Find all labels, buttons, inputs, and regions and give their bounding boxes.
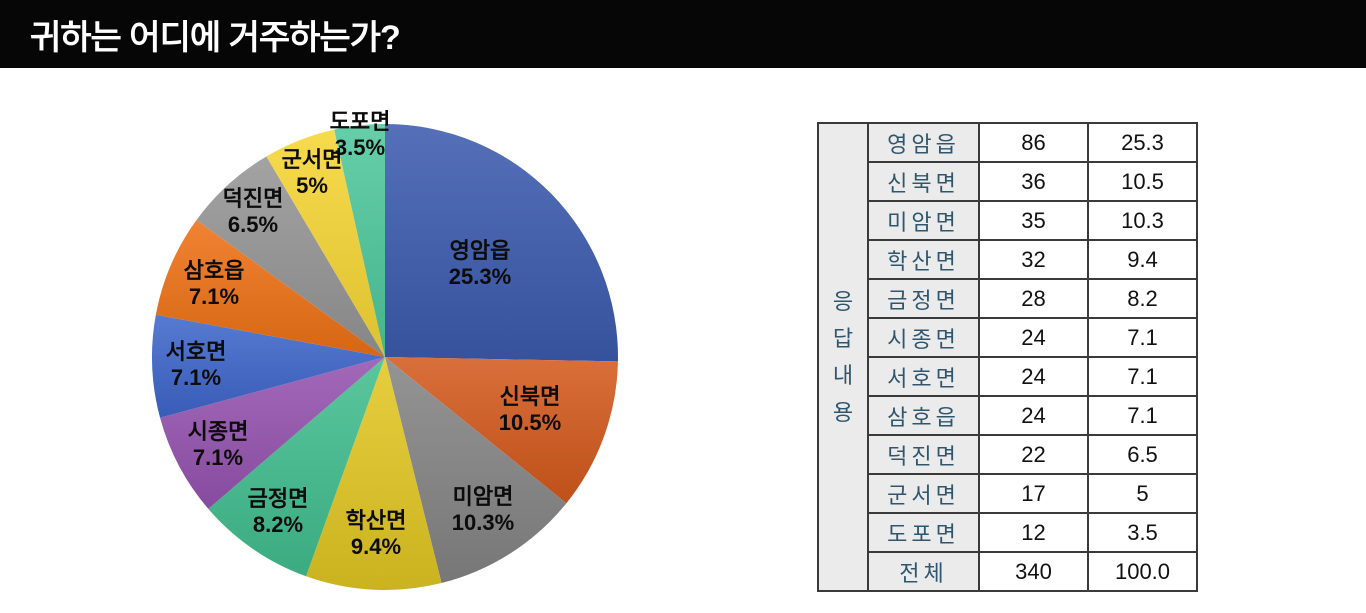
count-cell: 17: [978, 473, 1089, 514]
region-cell: 금정면: [867, 278, 980, 319]
region-cell: 삼호읍: [867, 395, 980, 436]
count-cell: 86: [978, 122, 1089, 163]
pie-slice-8: [155, 220, 385, 357]
region-cell: 신북면: [867, 161, 980, 202]
table-row: 학산면 32 9.4: [818, 239, 1198, 280]
page-title: 귀하는 어디에 거주하는가?: [30, 18, 401, 57]
percent-cell: 25.3: [1087, 122, 1198, 163]
table-group-header: 응 답 내 용: [817, 122, 869, 592]
pie-slice-2: [385, 357, 618, 504]
results-table: 응 답 내 용 영암읍 86 25.3 신북면 36 10.5 미암면 35 10.3 학산면 32 9…: [817, 122, 1198, 592]
percent-cell: 9.4: [1087, 239, 1198, 280]
count-cell: 28: [978, 278, 1089, 319]
percent-cell: 3.5: [1087, 512, 1198, 553]
table-row: 서호면 24 7.1: [818, 356, 1198, 397]
pie-slice-5: [208, 357, 385, 577]
count-cell: 36: [978, 161, 1089, 202]
count-cell: 35: [978, 200, 1089, 241]
percent-cell: 8.2: [1087, 278, 1198, 319]
count-cell: 22: [978, 434, 1089, 475]
region-cell: 미암면: [867, 200, 980, 241]
count-cell: 24: [978, 356, 1089, 397]
pie-slice-11: [334, 124, 385, 357]
percent-cell: 10.3: [1087, 200, 1198, 241]
count-cell: 24: [978, 317, 1089, 358]
pie-slice-9: [196, 156, 385, 357]
percent-cell: 6.5: [1087, 434, 1198, 475]
table-total-row: 전체 340 100.0: [818, 551, 1198, 592]
percent-cell: 10.5: [1087, 161, 1198, 202]
table-row: 금정면 28 8.2: [818, 278, 1198, 319]
pie-chart: [152, 124, 619, 591]
table-row: 미암면 35 10.3: [818, 200, 1198, 241]
region-cell: 전체: [867, 551, 980, 592]
region-cell: 학산면: [867, 239, 980, 280]
pie-slice-6: [160, 357, 385, 509]
table-row: 신북면 36 10.5: [818, 161, 1198, 202]
title-bar: 귀하는 어디에 거주하는가?: [0, 0, 1366, 68]
count-cell: 24: [978, 395, 1089, 436]
region-cell: 시종면: [867, 317, 980, 358]
percent-cell: 7.1: [1087, 395, 1198, 436]
percent-cell: 5: [1087, 473, 1198, 514]
table-row: 군서면 17 5: [818, 473, 1198, 514]
count-cell: 32: [978, 239, 1089, 280]
percent-cell: 7.1: [1087, 356, 1198, 397]
count-cell: 340: [978, 551, 1089, 592]
pie-slice-10: [266, 129, 385, 357]
pie-slice-4: [306, 357, 442, 591]
pie-slice-7: [152, 314, 385, 418]
count-cell: 12: [978, 512, 1089, 553]
percent-cell: 100.0: [1087, 551, 1198, 592]
table-row: 삼호읍 24 7.1: [818, 395, 1198, 436]
region-cell: 도포면: [867, 512, 980, 553]
table-row: 도포면 12 3.5: [818, 512, 1198, 553]
region-cell: 군서면: [867, 473, 980, 514]
region-cell: 영암읍: [867, 122, 980, 163]
table-row: 덕진면 22 6.5: [818, 434, 1198, 475]
table-row: 응 답 내 용 영암읍 86 25.3: [817, 122, 1198, 592]
percent-cell: 7.1: [1087, 317, 1198, 358]
region-cell: 덕진면: [867, 434, 980, 475]
pie-slice-3: [385, 357, 567, 584]
table-row: 시종면 24 7.1: [818, 317, 1198, 358]
pie-slice-1: [385, 124, 619, 362]
region-cell: 서호면: [867, 356, 980, 397]
